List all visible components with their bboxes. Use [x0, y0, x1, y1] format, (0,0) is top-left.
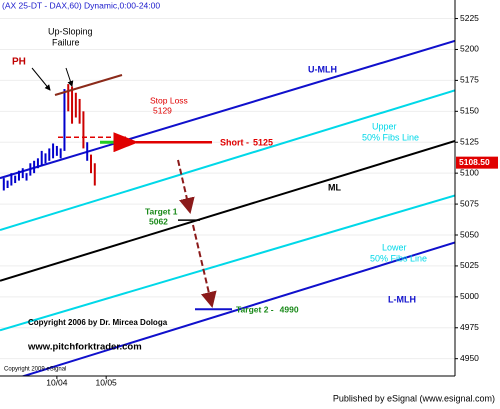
y-tick-label: 5150	[460, 106, 479, 116]
pitchfork-line	[0, 140, 455, 282]
stop-loss-label: Stop Loss	[150, 95, 188, 105]
footer-bar	[0, 390, 500, 409]
short-label: Short -	[220, 138, 249, 148]
line-label: ML	[328, 182, 341, 192]
pitchfork-line	[0, 194, 455, 332]
y-tick-label: 4950	[460, 353, 479, 363]
projection-arrow	[192, 224, 217, 308]
y-tick-label: 5125	[460, 136, 479, 146]
trade-levels	[58, 132, 232, 311]
y-tick-label: 4975	[460, 322, 479, 332]
target-1-label: Target 1	[145, 206, 178, 216]
failure-trendline	[54, 74, 123, 96]
pitchfork-line	[20, 241, 455, 376]
pitchfork-line	[0, 89, 455, 232]
line-label: L-MLH	[388, 294, 416, 304]
website: www.pitchforktrader.com	[27, 342, 142, 353]
target-2-label: Target 2 -	[236, 304, 274, 314]
y-tick-label: 5075	[460, 198, 479, 208]
line-label: Lower	[382, 242, 407, 252]
y-tick-label: 5000	[460, 291, 479, 301]
y-tick-label: 5225	[460, 13, 479, 23]
failure-label: Failure	[52, 37, 80, 47]
price-bars	[2, 84, 96, 191]
grid-layer	[0, 18, 458, 379]
ph-label: PH	[12, 57, 26, 68]
line-label: 50% Fibs Line	[362, 132, 419, 142]
y-tick-label: 5200	[460, 44, 479, 54]
short-value: 5125	[253, 138, 273, 148]
target-1-value: 5062	[149, 216, 168, 226]
pointer-arrow	[65, 67, 74, 87]
footer: Published by eSignal (www.esignal.com)	[333, 393, 495, 403]
stop-loss-value: 5129	[153, 105, 172, 115]
last-price-label: 5108.50	[459, 157, 490, 167]
pointer-arrow	[31, 67, 51, 91]
last-price-box	[456, 156, 498, 169]
target-2-value: 4990	[280, 304, 299, 314]
y-tick-label: 5025	[460, 260, 479, 270]
y-tick-label: 5175	[460, 75, 479, 85]
copyright: Copyright 2006 by Dr. Mircea Dologa	[28, 318, 168, 327]
x-tick-label: 10/05	[96, 377, 118, 387]
y-tick-label: 5100	[460, 167, 479, 177]
chart-title: (AX 25-DT - DAX,60) Dynamic,0:00-24:00	[2, 0, 160, 10]
y-tick-label: 5050	[460, 229, 479, 239]
line-label: Upper	[372, 121, 397, 131]
esignal-copyright: Copyright 2009 eSignal	[4, 367, 66, 373]
pitchfork-lines	[0, 39, 455, 376]
failure-label: Up-Sloping	[48, 26, 93, 36]
line-label: 50% Fibs Line	[370, 253, 427, 263]
pitchfork-line	[0, 39, 455, 180]
x-tick-label: 10/04	[46, 377, 68, 387]
line-label: U-MLH	[308, 64, 337, 74]
